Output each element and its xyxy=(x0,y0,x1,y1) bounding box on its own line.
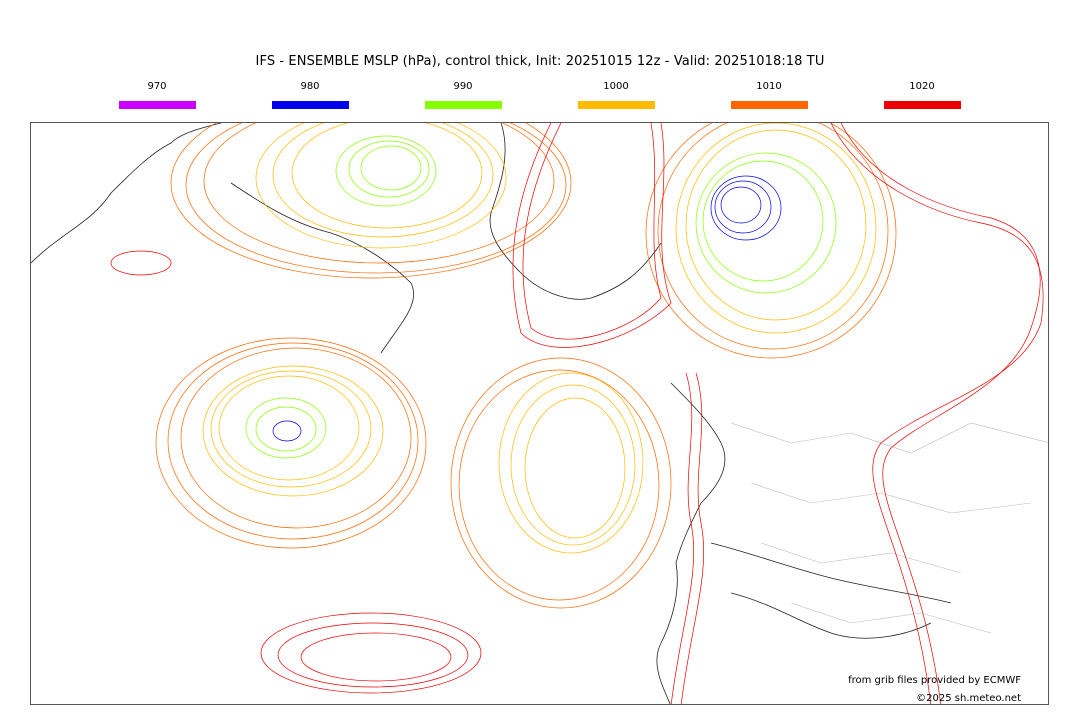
alps-border xyxy=(730,592,932,639)
legend-label-1010: 1010 xyxy=(756,81,782,92)
legend-swatch-1000 xyxy=(578,101,655,109)
borders xyxy=(730,422,1048,634)
isobars-greenland-low xyxy=(170,123,572,279)
legend-label-980: 980 xyxy=(300,81,320,92)
legend-swatch-1010 xyxy=(731,101,808,109)
credit-copyright: ©2025 sh.meteo.net xyxy=(916,693,1021,704)
iberia-coast xyxy=(656,562,678,704)
credit-source: from grib files provided by ECMWF xyxy=(848,675,1021,686)
legend-label-1020: 1020 xyxy=(909,81,935,92)
greenland-coast xyxy=(230,182,415,354)
legend-label-1000: 1000 xyxy=(603,81,629,92)
scandinavia-coast xyxy=(489,123,662,300)
isobars-atlantic-west-low xyxy=(155,337,427,549)
coastlines xyxy=(31,123,952,704)
north-america-coast xyxy=(31,123,222,264)
legend-label-990: 990 xyxy=(453,81,473,92)
isobars-1020 xyxy=(110,123,1044,704)
map-frame: from grib files provided by ECMWF ©2025 … xyxy=(30,122,1049,705)
legend-swatch-970 xyxy=(119,101,196,109)
map-title: IFS - ENSEMBLE MSLP (hPa), control thick… xyxy=(255,54,825,69)
legend-swatch-980 xyxy=(272,101,349,109)
isobars-atlantic-east-low xyxy=(450,357,672,609)
legend-swatch-1020 xyxy=(884,101,961,109)
legend-swatch-990 xyxy=(425,101,502,109)
europe-west-coast xyxy=(670,382,726,564)
map-canvas: from grib files provided by ECMWF ©2025 … xyxy=(31,123,1048,704)
isobars-norwegian-sea-low xyxy=(645,123,897,359)
central-europe-border xyxy=(710,542,952,604)
legend-label-970: 970 xyxy=(147,81,167,92)
